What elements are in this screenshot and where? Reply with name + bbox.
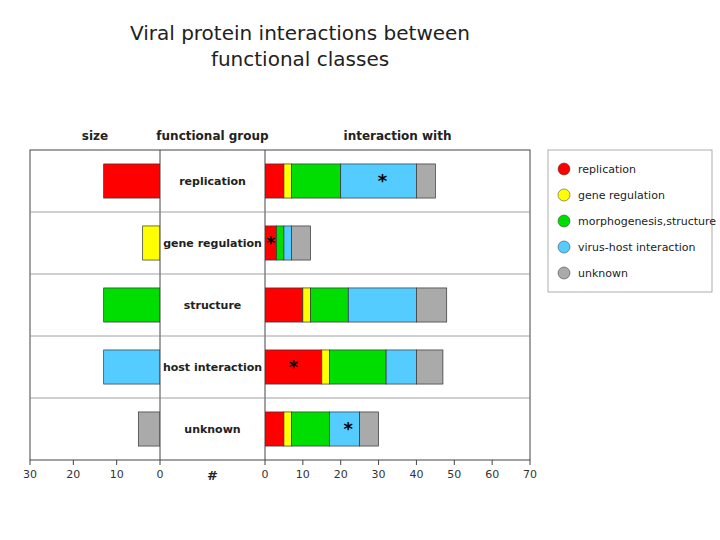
tick — [73, 460, 74, 465]
category-label: structure — [184, 299, 242, 312]
column-header: size — [82, 129, 108, 143]
interaction-segment — [276, 226, 284, 260]
interaction-segment — [329, 350, 386, 384]
legend-label: morphogenesis,structure — [578, 215, 716, 228]
interaction-segment — [416, 288, 446, 322]
interaction-segment — [265, 412, 284, 446]
legend-label: gene regulation — [578, 189, 665, 202]
row-separator — [30, 336, 530, 337]
legend-label: replication — [578, 163, 636, 176]
row-separator — [30, 274, 530, 275]
tick — [302, 460, 303, 465]
interaction-segment — [284, 164, 292, 198]
interaction-segment — [341, 164, 417, 198]
legend-swatch — [558, 241, 570, 253]
chart: Viral protein interactions betweenfuncti… — [0, 0, 720, 540]
size-bar — [143, 226, 160, 260]
interaction-segment — [386, 350, 416, 384]
size-bar — [104, 350, 160, 384]
tick — [530, 460, 531, 465]
category-label: replication — [179, 175, 246, 188]
column-divider — [160, 150, 161, 460]
interaction-segment — [265, 288, 303, 322]
interaction-segment — [329, 412, 359, 446]
title-line: Viral protein interactions between — [130, 21, 470, 45]
legend-swatch — [558, 189, 570, 201]
interaction-segment — [322, 350, 330, 384]
legend-label: unknown — [578, 267, 628, 280]
tick-label: 0 — [157, 468, 164, 481]
tick — [378, 460, 379, 465]
tick — [492, 460, 493, 465]
category-label: unknown — [184, 423, 240, 436]
interaction-segment — [348, 288, 416, 322]
title: Viral protein interactions betweenfuncti… — [130, 21, 470, 71]
tick-label: 0 — [262, 468, 269, 481]
tick — [116, 460, 117, 465]
tick-label: 30 — [372, 468, 386, 481]
size-bar — [138, 412, 160, 446]
row-separator — [30, 212, 530, 213]
tick-label: 50 — [447, 468, 461, 481]
column-header: interaction with — [344, 129, 452, 143]
interaction-segment — [284, 226, 292, 260]
interaction-bars — [265, 164, 447, 446]
size-bar — [104, 164, 160, 198]
tick-label: 30 — [23, 468, 37, 481]
tick — [265, 460, 266, 465]
legend-swatch — [558, 267, 570, 279]
interaction-segment — [303, 288, 311, 322]
size-bars — [104, 164, 160, 446]
tick — [160, 460, 161, 465]
tick — [454, 460, 455, 465]
interaction-segment — [284, 412, 292, 446]
tick-label: 10 — [110, 468, 124, 481]
interaction-segment — [292, 164, 341, 198]
interaction-segment — [265, 226, 276, 260]
tick-label: 70 — [523, 468, 537, 481]
category-label: host interaction — [163, 361, 262, 374]
significance-star: * — [378, 170, 388, 191]
interaction-segment — [416, 350, 443, 384]
legend-swatch — [558, 215, 570, 227]
tick-label: 20 — [66, 468, 80, 481]
tick-label: 20 — [334, 468, 348, 481]
tick — [340, 460, 341, 465]
tick — [416, 460, 417, 465]
column-divider — [265, 150, 266, 460]
column-header: functional group — [156, 129, 269, 143]
category-label: gene regulation — [163, 237, 262, 250]
legend-label: virus-host interaction — [578, 241, 696, 254]
interaction-segment — [265, 350, 322, 384]
legend-swatch — [558, 163, 570, 175]
interaction-segment — [310, 288, 348, 322]
interaction-segment — [292, 412, 330, 446]
interaction-segment — [360, 412, 379, 446]
tick-label: 40 — [409, 468, 423, 481]
interaction-segment — [292, 226, 311, 260]
significance-star: * — [289, 356, 299, 377]
significance-star: * — [344, 418, 354, 439]
size-bar — [104, 288, 160, 322]
tick-label: 10 — [296, 468, 310, 481]
tick-label: 60 — [485, 468, 499, 481]
interaction-segment — [416, 164, 435, 198]
tick — [30, 460, 31, 465]
title-line: functional classes — [211, 47, 389, 71]
legend: replication gene regulation morphogenesis,… — [548, 150, 716, 292]
interaction-segment — [265, 164, 284, 198]
row-separator — [30, 398, 530, 399]
annotation: # — [207, 468, 218, 483]
significance-star: * — [266, 232, 276, 253]
frame — [30, 150, 530, 460]
background — [0, 0, 720, 540]
